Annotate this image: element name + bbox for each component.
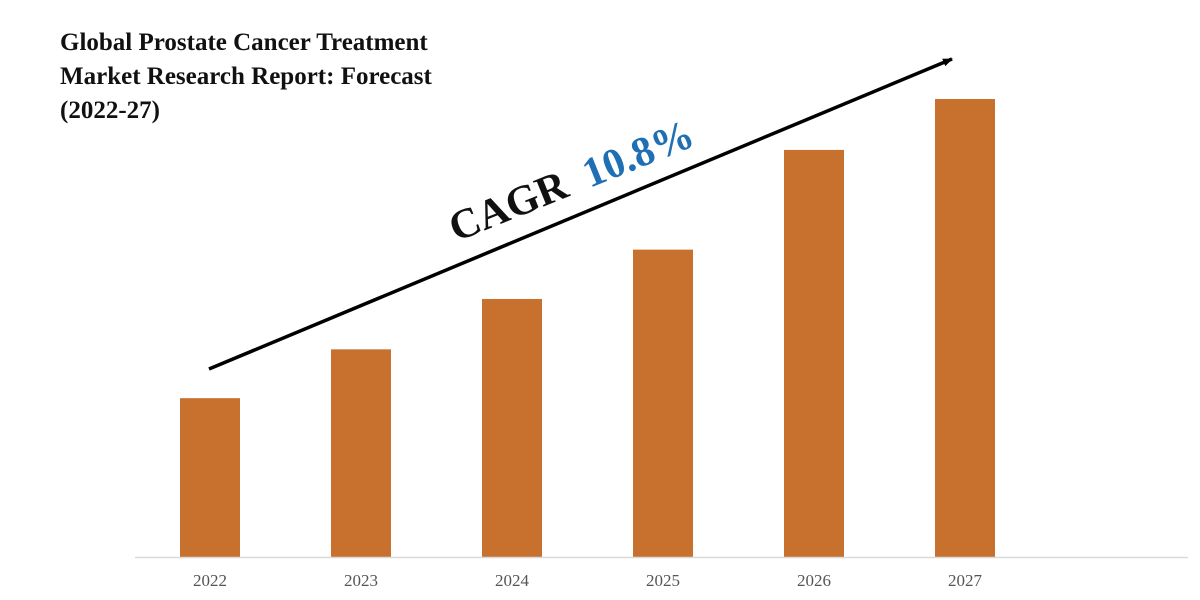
x-tick-label-2025: 2025: [646, 571, 680, 590]
title-line-2: Market Research Report: Forecast: [60, 63, 432, 90]
x-tick-label-2024: 2024: [495, 571, 530, 590]
bar-2023: [331, 349, 391, 557]
x-tick-label-2026: 2026: [797, 571, 831, 590]
bar-2024: [482, 298, 542, 557]
bar-2022: [180, 398, 240, 557]
x-tick-label-2022: 2022: [193, 571, 227, 590]
bar-2027: [935, 99, 995, 557]
x-tick-label-2023: 2023: [344, 571, 378, 590]
bars-group: [180, 99, 995, 558]
cagr-value: 10.8%: [576, 111, 700, 197]
x-tick-label-2027: 2027: [948, 571, 983, 590]
bar-2026: [784, 149, 844, 558]
trend-arrow: [208, 57, 953, 371]
x-tick-labels: 2022 2023 2024 2025 2026 2027: [193, 571, 983, 590]
cagr-prefix: CAGR: [443, 162, 576, 251]
title-line-3: (2022-27): [60, 97, 160, 124]
chart-title: Global Prostate Cancer Treatment Market …: [60, 26, 530, 128]
bar-2025: [633, 249, 693, 558]
title-line-1: Global Prostate Cancer Treatment: [60, 29, 428, 56]
